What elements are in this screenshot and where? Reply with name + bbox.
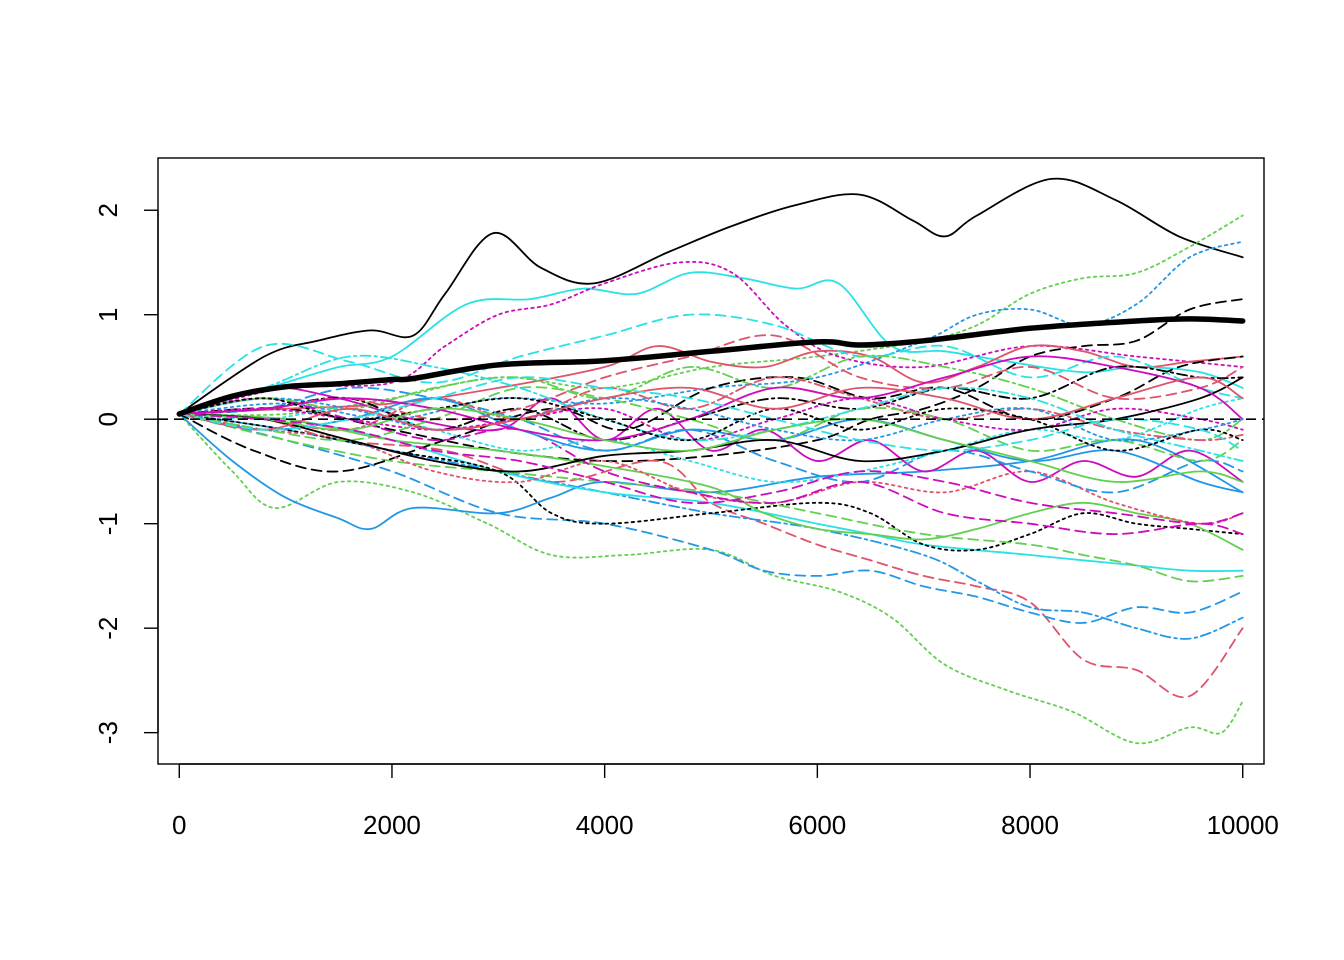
x-axis: 0 2000 4000 6000 8000 10000 <box>172 763 1279 840</box>
highlight-layer <box>176 316 1246 417</box>
series-line-36 <box>178 407 1244 483</box>
series-line-39 <box>178 376 1244 452</box>
series-line-27 <box>178 397 1244 494</box>
series-line-29 <box>178 386 1244 462</box>
series-line-17 <box>178 386 1244 483</box>
y-tick-label: -2 <box>93 617 123 640</box>
y-tick-label: -1 <box>93 512 123 535</box>
mean-line <box>176 316 1246 417</box>
x-tick-label: 2000 <box>363 810 421 840</box>
series-line-32 <box>178 354 1244 462</box>
series-line-38 <box>178 413 1244 525</box>
series-line-1 <box>178 177 1244 415</box>
x-tick-label: 6000 <box>788 810 846 840</box>
series-line-19 <box>178 313 1244 415</box>
series-line-9 <box>178 413 1244 624</box>
series-line-37 <box>178 376 1244 431</box>
series-line-2 <box>178 271 1244 415</box>
series-line-34 <box>178 397 1244 442</box>
x-tick-label: 0 <box>172 810 186 840</box>
series-layer <box>178 177 1244 745</box>
series-line-18 <box>178 355 1244 473</box>
plot-frame <box>157 157 1265 765</box>
series-line-8 <box>178 413 1244 745</box>
series-line-6 <box>178 298 1244 463</box>
y-tick-label: 2 <box>93 203 123 217</box>
y-tick-label: 0 <box>93 412 123 426</box>
y-axis: -3 -2 -1 0 1 2 <box>93 203 159 744</box>
series-line-7 <box>178 413 1244 699</box>
y-tick-label: -3 <box>93 721 123 744</box>
series-line-3 <box>178 214 1244 417</box>
x-tick-label: 8000 <box>1001 810 1059 840</box>
series-line-15 <box>178 413 1244 551</box>
series-line-16 <box>178 344 1244 415</box>
x-tick-label: 10000 <box>1207 810 1279 840</box>
y-tick-label: 1 <box>93 307 123 321</box>
x-tick-label: 4000 <box>576 810 634 840</box>
series-line-35 <box>178 397 1244 452</box>
series-line-13 <box>178 413 1244 552</box>
